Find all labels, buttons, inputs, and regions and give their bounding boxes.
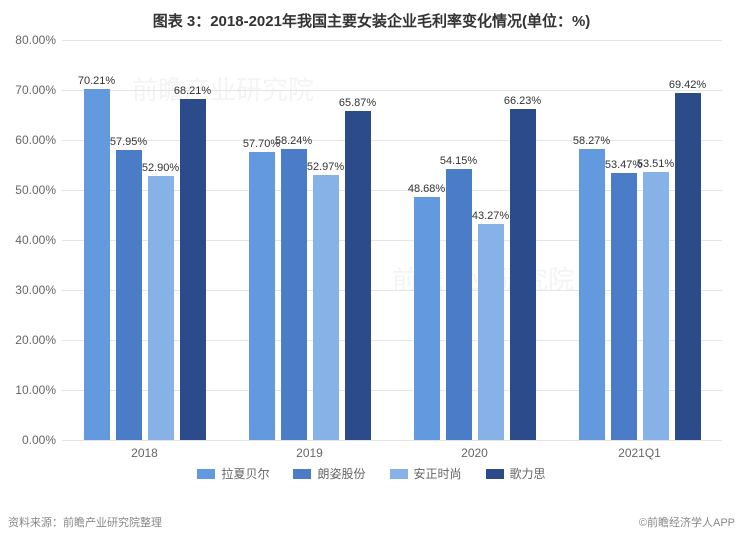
y-axis-tick: 40.00% (15, 233, 56, 247)
bar-value-label: 58.27% (573, 135, 610, 147)
bar: 58.27% (579, 149, 605, 440)
y-axis-tick: 20.00% (15, 333, 56, 347)
x-axis-tick: 2018 (131, 446, 158, 460)
chart-title: 图表 3：2018-2021年我国主要女装企业毛利率变化情况(单位：%) (0, 0, 743, 31)
bar: 52.97% (313, 175, 339, 440)
bar-value-label: 68.21% (174, 85, 211, 97)
bar-value-label: 52.97% (307, 161, 344, 173)
y-axis-tick: 70.00% (15, 83, 56, 97)
bar: 65.87% (345, 111, 371, 440)
bar-value-label: 58.24% (275, 135, 312, 147)
legend-swatch (390, 469, 408, 479)
legend-label: 安正时尚 (414, 465, 462, 482)
x-axis-tick: 2021Q1 (618, 446, 661, 460)
bar: 66.23% (510, 109, 536, 440)
bar: 52.90% (148, 176, 174, 441)
bar-value-label: 65.87% (339, 97, 376, 109)
bar: 57.70% (249, 152, 275, 441)
bar: 53.51% (643, 172, 669, 440)
bar-value-label: 54.15% (440, 155, 477, 167)
x-axis-tick: 2020 (461, 446, 488, 460)
gridline (62, 440, 722, 441)
brand-text: ©前瞻经济学人APP (639, 514, 735, 530)
gridline (62, 140, 722, 141)
legend-item: 拉夏贝尔 (197, 465, 269, 482)
legend-item: 歌力思 (486, 465, 546, 482)
gridline (62, 90, 722, 91)
legend-label: 歌力思 (510, 465, 546, 482)
bar: 54.15% (446, 169, 472, 440)
chart-footer: 资料来源：前瞻产业研究院整理 ©前瞻经济学人APP (8, 514, 735, 530)
y-axis-tick: 60.00% (15, 133, 56, 147)
bar-value-label: 66.23% (504, 95, 541, 107)
bar: 69.42% (675, 93, 701, 440)
bar-value-label: 43.27% (472, 210, 509, 222)
y-axis-tick: 10.00% (15, 383, 56, 397)
gridline (62, 40, 722, 41)
bar-value-label: 52.90% (142, 162, 179, 174)
bar: 58.24% (281, 149, 307, 440)
x-axis-tick: 2019 (296, 446, 323, 460)
y-axis-tick: 0.00% (22, 433, 56, 447)
bar: 68.21% (180, 99, 206, 440)
legend-item: 安正时尚 (390, 465, 462, 482)
bar: 43.27% (478, 224, 504, 440)
legend-swatch (293, 469, 311, 479)
bar: 53.47% (611, 173, 637, 440)
bar-value-label: 57.95% (110, 136, 147, 148)
legend-label: 拉夏贝尔 (221, 465, 269, 482)
bar: 48.68% (414, 197, 440, 440)
legend-swatch (486, 469, 504, 479)
chart-legend: 拉夏贝尔 朗姿股份 安正时尚 歌力思 (0, 465, 743, 482)
legend-swatch (197, 469, 215, 479)
y-axis-tick: 50.00% (15, 183, 56, 197)
bar-value-label: 53.51% (637, 158, 674, 170)
bar-value-label: 70.21% (78, 75, 115, 87)
bar: 70.21% (84, 89, 110, 440)
chart-plot-area: 前瞻产业研究院 前瞻产业研究院 0.00%10.00%20.00%30.00%4… (62, 40, 722, 440)
bar-value-label: 69.42% (669, 79, 706, 91)
y-axis-tick: 80.00% (15, 33, 56, 47)
source-text: 资料来源：前瞻产业研究院整理 (8, 517, 162, 529)
bar-value-label: 48.68% (408, 183, 445, 195)
bar: 57.95% (116, 150, 142, 440)
y-axis-tick: 30.00% (15, 283, 56, 297)
legend-label: 朗姿股份 (317, 465, 365, 482)
legend-item: 朗姿股份 (293, 465, 365, 482)
